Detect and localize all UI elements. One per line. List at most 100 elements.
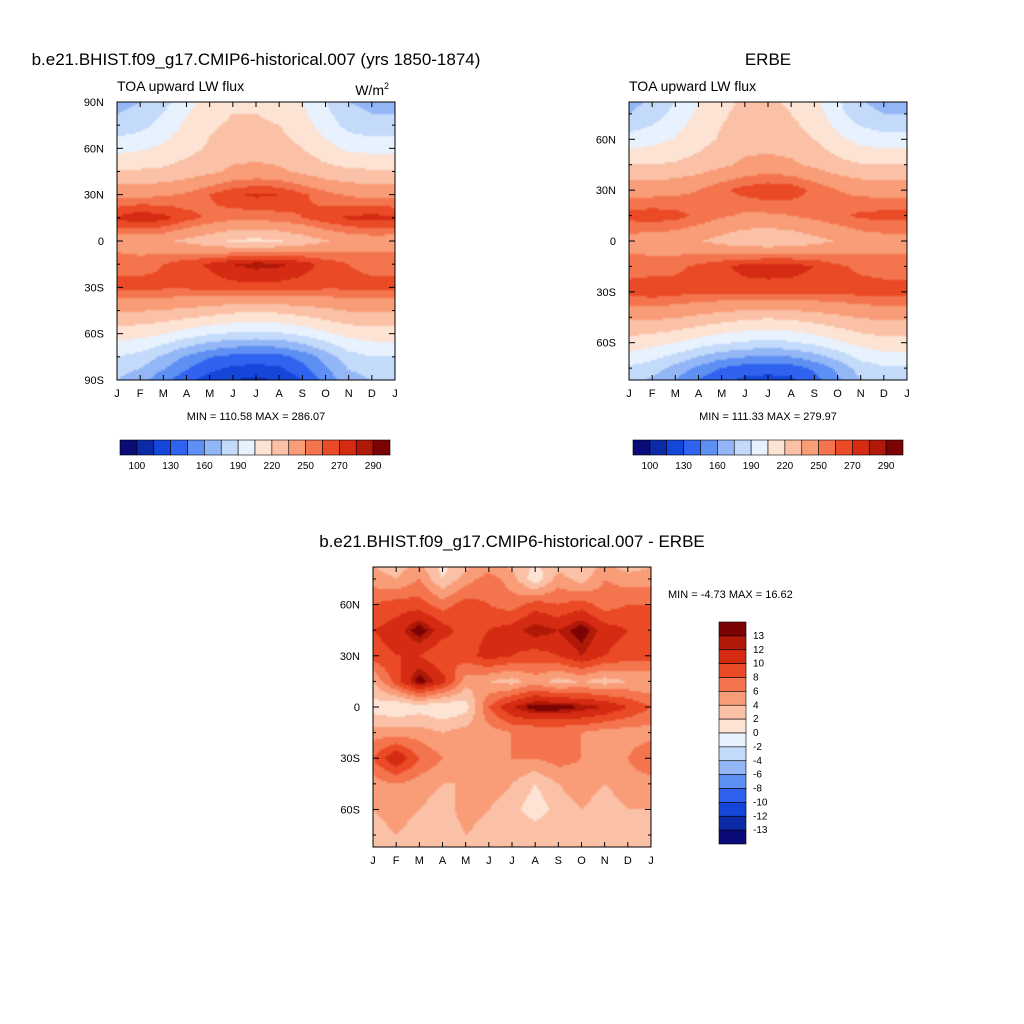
colorbar-label: 160 — [196, 461, 213, 472]
colorbar-swatch — [718, 663, 747, 678]
colorbar-label: -8 — [753, 784, 762, 795]
colorbar-label: 290 — [365, 461, 382, 472]
y-axis-labels-obs: 60N 30N 0 30S 60S — [596, 134, 616, 349]
x-tick-label: A — [531, 855, 539, 867]
x-tick-label: J — [509, 855, 515, 867]
colorbar-label: 8 — [753, 673, 759, 684]
x-tick-label: S — [811, 388, 818, 400]
x-tick-label: J — [648, 855, 654, 867]
colorbar-swatch — [835, 439, 853, 456]
colorbar-label: -13 — [753, 825, 768, 836]
x-tick-label: M — [205, 388, 214, 400]
colorbar-label: -6 — [753, 770, 762, 781]
y-tick-label: 30S — [84, 282, 104, 294]
x-tick-label: J — [114, 388, 120, 400]
x-tick-label: F — [649, 388, 656, 400]
colorbar-swatch — [885, 439, 904, 456]
colorbar-label: 250 — [810, 461, 827, 472]
colorbar-label: 130 — [675, 461, 692, 472]
colorbar-label: 0 — [753, 728, 759, 739]
colorbar-label: 220 — [264, 461, 281, 472]
y-tick-label: 30N — [84, 190, 104, 202]
x-tick-label: A — [787, 388, 795, 400]
colorbar-swatch — [355, 439, 374, 456]
y-tick-label: 0 — [98, 236, 104, 248]
colorbar-swatch — [718, 788, 747, 803]
y-tick-label: 0 — [354, 702, 360, 714]
panel-diff-title: b.e21.BHIST.f09_g17.CMIP6-historical.007… — [319, 532, 705, 551]
colorbar-swatch — [666, 439, 684, 456]
x-tick-label: A — [183, 388, 191, 400]
colorbar-swatch — [718, 691, 747, 706]
colorbar-swatch — [119, 439, 138, 456]
colorbar-label: 220 — [777, 461, 794, 472]
colorbar-swatch — [733, 439, 752, 456]
colorbar-swatch — [801, 439, 819, 456]
x-tick-label: J — [230, 388, 236, 400]
colorbar-label: 270 — [331, 461, 348, 472]
panel-diff: b.e21.BHIST.f09_g17.CMIP6-historical.007… — [319, 532, 793, 867]
colorbar-swatch — [632, 439, 651, 456]
colorbar-label: 2 — [753, 714, 759, 725]
colorbar-swatch — [305, 439, 323, 456]
colorbar-label: -12 — [753, 811, 768, 822]
colorbar-swatch — [339, 439, 357, 456]
colorbar-swatch — [718, 815, 747, 831]
colorbar-swatch — [170, 439, 188, 456]
x-tick-label: J — [253, 388, 259, 400]
colorbar-swatch — [187, 439, 205, 456]
colorbar-label: 250 — [297, 461, 314, 472]
colorbar-swatch — [718, 635, 747, 651]
x-tick-label: O — [833, 388, 842, 400]
colorbar-swatch — [718, 829, 747, 845]
colorbar-label: 12 — [753, 645, 765, 656]
x-tick-label: J — [486, 855, 492, 867]
colorbar-swatch — [718, 746, 747, 762]
x-tick-label: A — [695, 388, 703, 400]
colorbar-label: 4 — [753, 700, 759, 711]
colorbar-swatch — [718, 802, 747, 817]
colorbar-swatch — [683, 439, 701, 456]
y-tick-label: 60N — [84, 143, 104, 155]
x-tick-label: M — [461, 855, 470, 867]
colorbar-swatch — [784, 439, 803, 456]
colorbar-label: 6 — [753, 686, 759, 697]
panel-model-minmax: MIN = 110.58 MAX = 286.07 — [187, 411, 326, 423]
plot-area-diff — [372, 566, 652, 848]
x-tick-label: F — [137, 388, 144, 400]
x-tick-label: N — [601, 855, 609, 867]
panel-obs: ERBE TOA upward LW flux 60N 30N 0 30S 60S J F… — [596, 50, 910, 472]
x-tick-label: M — [415, 855, 424, 867]
x-tick-label: J — [904, 388, 910, 400]
colorbar-label: -2 — [753, 742, 762, 753]
colorbar-label: 100 — [129, 461, 146, 472]
colorbar-swatch — [237, 439, 256, 456]
panel-model-units: W/m2 — [355, 81, 389, 98]
colorbar-swatch — [718, 621, 747, 637]
panel-diff-minmax: MIN = -4.73 MAX = 16.62 — [668, 589, 793, 601]
contour-field-obs — [629, 102, 907, 380]
panel-model-title: b.e21.BHIST.f09_g17.CMIP6-historical.007… — [32, 50, 481, 69]
x-tick-label: S — [555, 855, 562, 867]
x-tick-label: A — [275, 388, 283, 400]
colorbar-swatch — [718, 718, 747, 734]
colorbar-swatch — [288, 439, 306, 456]
x-tick-label: J — [742, 388, 748, 400]
y-tick-label: 30S — [596, 287, 616, 299]
x-tick-label: J — [765, 388, 771, 400]
colorbar-swatch — [136, 439, 155, 456]
x-tick-label: M — [159, 388, 168, 400]
x-tick-label: A — [439, 855, 447, 867]
colorbar-label: 13 — [753, 631, 765, 642]
colorbar-swatch — [717, 439, 735, 456]
y-tick-label: 30N — [340, 651, 360, 663]
colorbar-diff: 13 12 10 8 6 4 2 0 -2 -4 -6 -8 -10 -12 -13 — [718, 621, 768, 845]
panel-obs-left-label: TOA upward LW flux — [629, 78, 756, 94]
x-tick-label: S — [299, 388, 306, 400]
colorbar-swatch — [718, 732, 747, 748]
colorbar-swatch — [767, 439, 786, 456]
colorbar-swatch — [254, 439, 273, 456]
y-tick-label: 90N — [84, 97, 104, 109]
